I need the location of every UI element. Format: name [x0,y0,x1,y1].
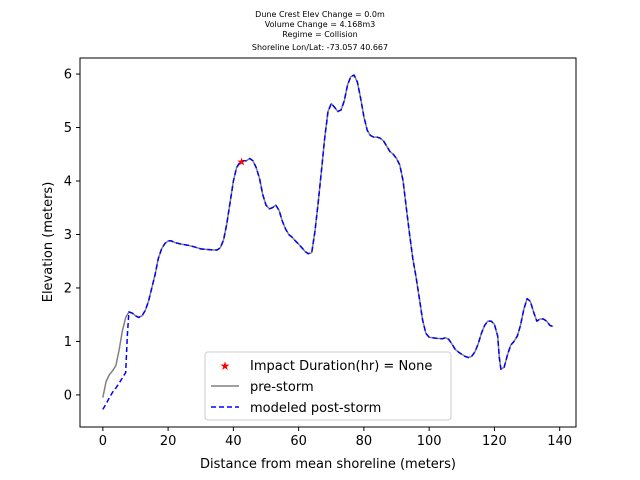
x-tick-label: 100 [417,434,442,449]
x-axis-ticks: 0 20 40 60 80 100 120 140 [99,427,572,449]
series-layer [102,74,554,410]
legend-impact-duration: Impact Duration(hr) = None [250,359,432,374]
x-tick-label: 0 [99,434,107,449]
legend-pre-storm: pre-storm [250,380,314,395]
plot-frame [79,57,577,428]
legend: ★ Impact Duration(hr) = None pre-storm m… [204,351,452,421]
y-tick-label: 2 [64,281,72,296]
marker-layer: ★ [237,156,247,169]
x-tick-label: 40 [225,434,242,449]
legend-modeled-post-storm: modeled post-storm [250,401,381,416]
title-line-regime: Regime = Collision [282,30,357,39]
y-tick-label: 6 [64,68,72,83]
y-tick-label: 4 [64,175,72,190]
impact-star-marker: ★ [237,156,247,169]
x-axis-label: Distance from mean shoreline (meters) [200,457,456,472]
y-tick-label: 1 [64,335,72,350]
x-tick-label: 140 [547,434,572,449]
y-axis-label: Elevation (meters) [41,182,56,303]
legend-box [204,351,452,421]
x-tick-label: 20 [160,434,177,449]
y-tick-label: 3 [64,228,72,243]
post-storm-line [102,74,554,410]
y-axis-ticks: 0 1 2 3 4 5 6 [64,68,80,403]
title-line-shoreline-coords: Shoreline Lon/Lat: -73.057 40.667 [252,43,388,52]
legend-star-icon: ★ [220,359,231,373]
y-tick-label: 0 [64,388,72,403]
title-line-volume-change: Volume Change = 4.168m3 [265,20,376,29]
title-line-dune-crest: Dune Crest Elev Change = 0.0m [255,10,385,19]
x-tick-label: 120 [482,434,507,449]
y-tick-label: 5 [64,121,72,136]
x-tick-label: 60 [290,434,307,449]
chart-title: Dune Crest Elev Change = 0.0m Volume Cha… [252,10,388,52]
x-tick-label: 80 [356,434,373,449]
